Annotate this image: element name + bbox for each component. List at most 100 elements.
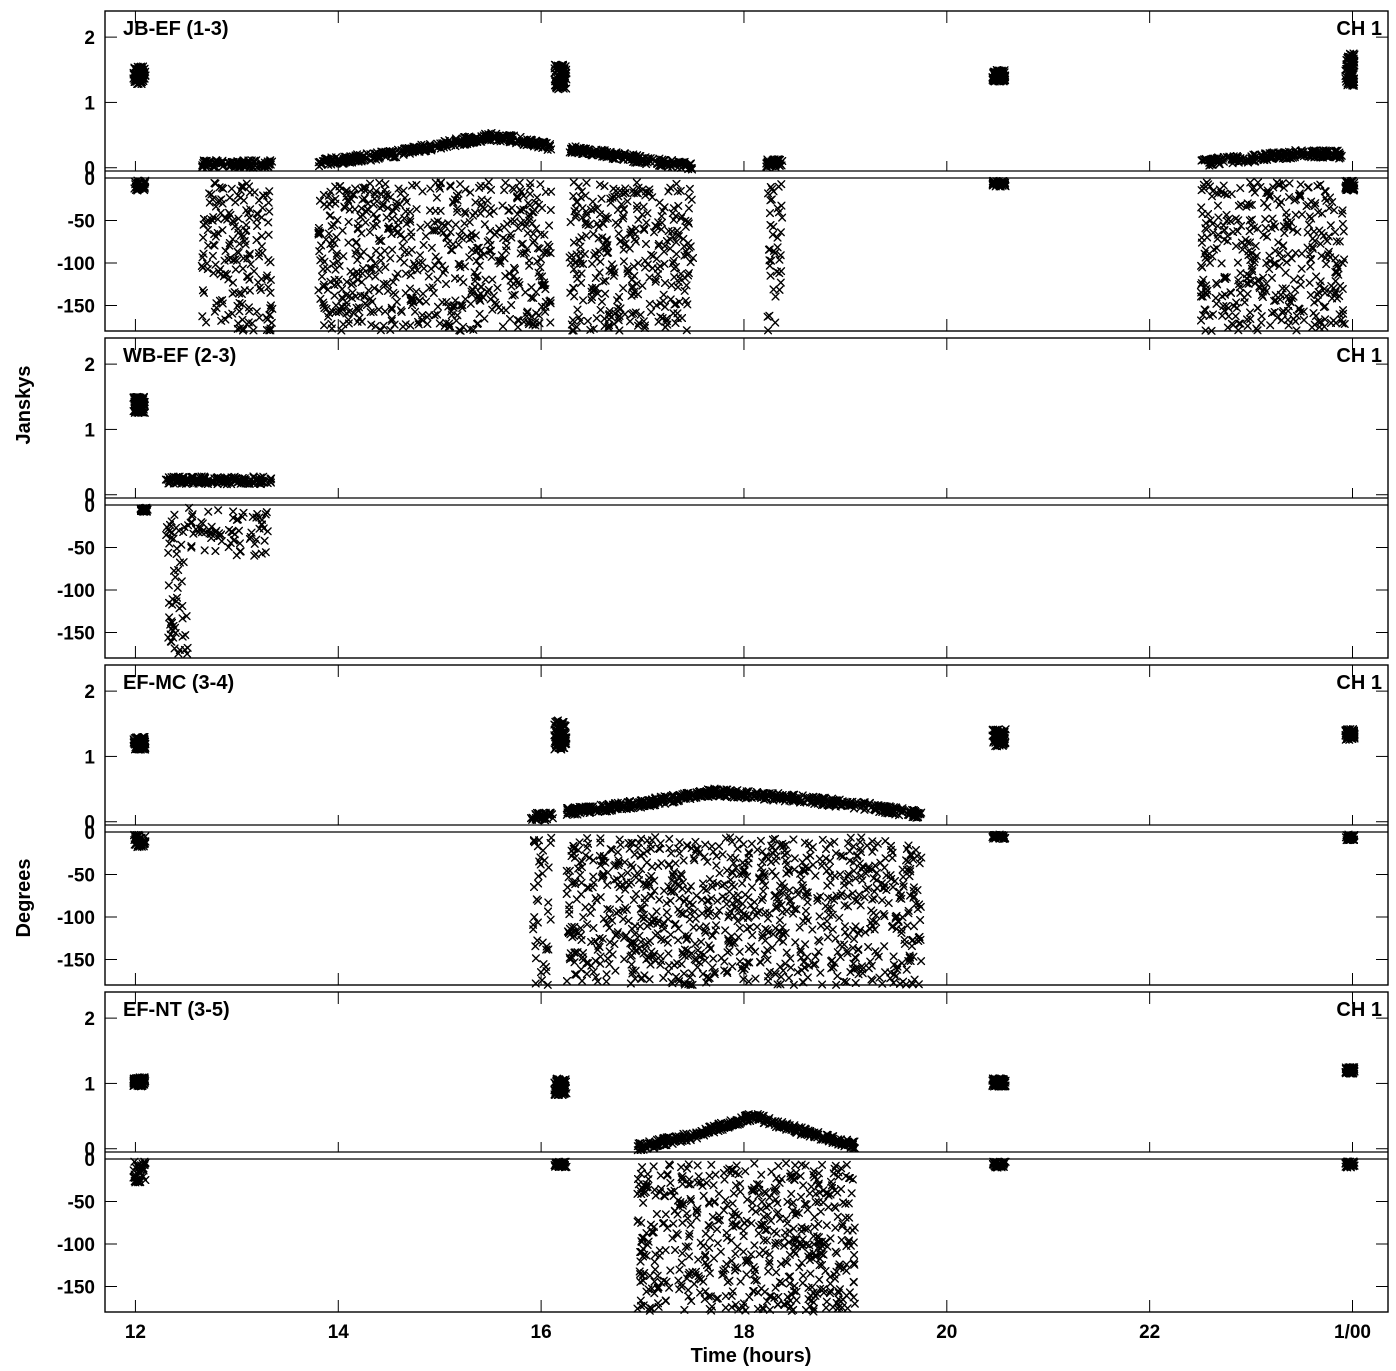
phase-point — [1329, 316, 1338, 325]
phase-point — [545, 221, 554, 230]
phase-point — [884, 899, 893, 908]
phase-point — [1236, 184, 1245, 193]
y-tick-label: -50 — [68, 212, 95, 233]
phase-point — [264, 230, 273, 239]
phase-point — [353, 256, 362, 265]
phase-point — [346, 267, 355, 276]
data-points — [129, 49, 1359, 335]
phase-point — [500, 186, 509, 195]
phase-point — [571, 258, 580, 267]
phase-point — [533, 193, 542, 202]
phase-point — [1313, 182, 1322, 191]
phase-point — [214, 506, 223, 515]
phase-point — [231, 265, 240, 274]
phase-point — [488, 305, 497, 314]
phase-point — [1235, 319, 1244, 328]
phase-point — [221, 246, 230, 255]
phase-point — [887, 845, 896, 854]
phase-point — [386, 325, 395, 334]
phase-point — [675, 838, 684, 847]
phase-point — [228, 278, 237, 287]
phase-point — [484, 178, 493, 187]
phase-point — [432, 193, 441, 202]
phase-point — [602, 970, 611, 979]
phase-point — [486, 226, 495, 235]
phase-point — [372, 246, 381, 255]
phase-point — [181, 631, 190, 640]
phase-point — [1306, 291, 1315, 300]
phase-point — [1227, 288, 1236, 297]
phase-point — [407, 232, 416, 241]
phase-point — [528, 208, 537, 217]
phase-point — [626, 317, 635, 326]
phase-point — [164, 548, 173, 557]
phase-point — [766, 221, 775, 230]
phase-point — [1205, 258, 1214, 267]
phase-point — [183, 643, 192, 652]
phase-point — [225, 525, 234, 534]
phase-point — [199, 233, 208, 242]
phase-point — [431, 178, 440, 187]
phase-point — [1321, 187, 1330, 196]
phase-point — [480, 314, 489, 323]
phase-point — [546, 318, 555, 327]
phase-point — [685, 184, 694, 193]
phase-point — [473, 319, 482, 328]
phase-point — [536, 180, 545, 189]
phase-point — [416, 251, 425, 260]
phase-point — [339, 252, 348, 261]
phase-point — [601, 289, 610, 298]
phase-point — [1268, 214, 1277, 223]
channel-label: CH 1 — [1336, 18, 1382, 40]
phase-point — [569, 178, 578, 187]
phase-point — [815, 912, 824, 921]
phase-point — [1296, 180, 1305, 189]
phase-point — [1326, 221, 1335, 230]
phase-point — [394, 216, 403, 225]
phase-point — [889, 952, 898, 961]
phase-point — [743, 924, 752, 933]
phase-point — [720, 957, 729, 966]
phase-point — [756, 836, 765, 845]
y-tick-label: -150 — [57, 297, 95, 318]
phase-point — [481, 275, 490, 284]
phase-point — [1308, 234, 1317, 243]
phase-point — [344, 238, 353, 247]
phase-point — [480, 220, 489, 229]
y-tick-label: 0 — [84, 486, 95, 507]
y-tick-label: 2 — [84, 682, 95, 703]
phase-point — [438, 298, 447, 307]
phase-point — [1224, 312, 1233, 321]
phase-point — [701, 840, 710, 849]
phase-point — [412, 205, 421, 214]
phase-point — [1246, 178, 1255, 187]
phase-point — [738, 879, 747, 888]
phase-point — [537, 204, 546, 213]
phase-point — [776, 278, 785, 287]
phase-point — [718, 850, 727, 859]
phase-point — [333, 216, 342, 225]
phase-point — [497, 306, 506, 315]
phase-point — [669, 309, 678, 318]
phase-point — [178, 602, 187, 611]
phase-point — [386, 254, 395, 263]
phase-point — [641, 239, 650, 248]
phase-point — [427, 243, 436, 252]
phase-point — [646, 960, 655, 969]
phase-point — [1295, 305, 1304, 314]
phase-point — [505, 206, 514, 215]
phase-point — [1240, 298, 1249, 307]
phase-point — [774, 182, 783, 191]
phase-point — [350, 205, 359, 214]
phase-point — [505, 314, 514, 323]
data-points — [129, 716, 1359, 989]
phase-point — [1220, 235, 1229, 244]
phase-point — [1284, 321, 1293, 330]
phase-point — [332, 233, 341, 242]
phase-point — [388, 245, 397, 254]
phase-point — [547, 187, 556, 196]
phase-point — [1296, 280, 1305, 289]
channel-label: CH 1 — [1336, 672, 1382, 694]
phase-point — [204, 507, 213, 516]
phase-point — [424, 272, 433, 281]
